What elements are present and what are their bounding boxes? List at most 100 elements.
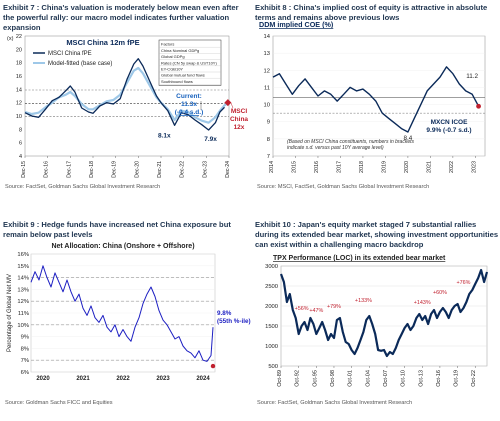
series-line-coe xyxy=(272,66,480,133)
y-tick-label: 12 xyxy=(264,68,270,74)
exhibit-title: Exhibit 10 : Japan's equity market stage… xyxy=(255,220,499,249)
x-tick-label: Oct-10 xyxy=(401,370,407,387)
rally-label: +76% xyxy=(456,280,470,286)
factors-item: China Nominal GDPg xyxy=(161,48,199,53)
annotation-current-pct: (55th %-ile) xyxy=(217,318,251,325)
y-tick-label: 1000 xyxy=(265,344,278,350)
y-tick-label: 20 xyxy=(16,47,22,53)
y-tick-label: 13 xyxy=(264,51,270,57)
x-tick-label: Oct-07 xyxy=(383,370,389,387)
y-tick-label: 16 xyxy=(16,74,22,80)
annotation-low-2: 7.9x xyxy=(204,136,217,143)
x-tick-label: Oct-89 xyxy=(277,370,283,387)
factors-item: Southbound flows xyxy=(161,79,193,84)
y-tick-label: 13% xyxy=(17,287,29,293)
x-tick-label: 2022 xyxy=(449,161,455,173)
x-tick-label: Oct-13 xyxy=(418,370,424,387)
current-marker xyxy=(210,363,216,369)
factors-box xyxy=(158,39,222,86)
chart-title: MSCI China 12m fPE xyxy=(66,38,139,47)
y-axis-label: (x) xyxy=(7,36,14,42)
y-tick-label: 7% xyxy=(21,358,29,364)
exhibit-title: Exhibit 9 : Hedge funds have increased n… xyxy=(3,220,231,239)
y-tick-label: 12 xyxy=(16,101,22,107)
x-tick-label: Dec-16 xyxy=(44,161,50,178)
y-tick-label: 14 xyxy=(264,34,271,40)
y-tick-label: 1500 xyxy=(265,324,278,330)
x-tick-label: 2017 xyxy=(336,161,342,173)
rally-label: +79% xyxy=(327,304,341,310)
x-tick-label: Oct-01 xyxy=(348,370,354,387)
factors-item: EY-CGB10Y xyxy=(161,67,183,72)
chart-source: Source: Goldman Sachs FICC and Equities xyxy=(5,400,113,406)
annotation-current-value: 9.9% (-0.7 s.d.) xyxy=(426,127,471,134)
annotation-current-label: MXCN ICOE xyxy=(431,119,469,126)
y-tick-label: 9 xyxy=(267,120,270,126)
x-tick-label: 2022 xyxy=(116,376,130,382)
x-tick-label: Oct-16 xyxy=(436,370,442,387)
plot-area xyxy=(272,35,486,157)
factors-item: Global GDPg xyxy=(161,54,185,59)
rally-label: +133% xyxy=(355,298,372,304)
exhibit-9-panel: Exhibit 9 : Hedge funds have increased n… xyxy=(3,220,249,240)
y-tick-label: 11 xyxy=(264,85,270,91)
x-tick-label: Oct-92 xyxy=(295,370,301,387)
y-tick-label: 6 xyxy=(19,141,22,147)
exhibit-7-panel: Exhibit 7 : China's valuation is moderat… xyxy=(3,3,249,33)
x-tick-label: Dec-20 xyxy=(134,161,140,178)
x-tick-label: Dec-22 xyxy=(180,161,186,178)
annotation-current-value: 11.3x xyxy=(181,101,197,108)
annotation-low: 8.4 xyxy=(404,135,413,142)
exhibit-8-chart: 7 8 9 10 11 12 13 14 2014 2015 2016 2017 2018 2019 202… xyxy=(259,20,486,173)
x-tick-label: Dec-23 xyxy=(202,161,208,178)
target-label: MSCI xyxy=(231,108,247,115)
factors-item: Rates (CN 5y swap & UST10Y) xyxy=(161,60,217,65)
x-tick-label: 2024 xyxy=(196,376,210,382)
exhibit-8-panel: Exhibit 8 : China's implied cost of equi… xyxy=(255,3,500,23)
exhibit-10-panel: Exhibit 10 : Japan's equity market stage… xyxy=(255,220,499,250)
x-tick-label: 2018 xyxy=(359,161,365,173)
chart-source: Source: FactSet, Goldman Sachs Global In… xyxy=(5,184,161,190)
y-tick-label: 500 xyxy=(268,364,278,370)
chart-title: Net Allocation: China (Onshore + Offshor… xyxy=(51,243,194,250)
x-tick-label: 2020 xyxy=(36,376,50,382)
rally-label: +47% xyxy=(309,308,323,314)
target-marker xyxy=(224,99,232,107)
exhibit-title: Exhibit 8 : China's implied cost of equi… xyxy=(255,3,488,22)
x-tick-label: 2019 xyxy=(381,161,387,173)
y-tick-label: 11% xyxy=(18,311,29,317)
y-tick-label: 8% xyxy=(21,346,29,352)
y-tick-label: 14% xyxy=(17,276,29,282)
factors-item: Factors xyxy=(161,42,174,47)
x-tick-label: Oct-22 xyxy=(471,370,477,387)
x-tick-label: 2014 xyxy=(269,161,275,173)
y-tick-label: 14 xyxy=(16,87,22,93)
exhibit-title: Exhibit 7 : China's valuation is moderat… xyxy=(3,3,239,32)
y-tick-label: 22 xyxy=(16,34,22,40)
target-label: China xyxy=(230,116,248,123)
x-tick-label: Oct-95 xyxy=(312,370,318,387)
y-tick-label: 15% xyxy=(17,264,29,270)
x-tick-label: 2016 xyxy=(314,161,320,173)
exhibit-7-chart: (x) 4 6 8 10 12 14 16 18 20 22 Dec-15 Dec-16 Dec-17 De… xyxy=(7,34,248,178)
x-tick-label: 2023 xyxy=(471,161,477,173)
target-label: 12x xyxy=(234,124,245,131)
current-marker xyxy=(476,103,481,109)
target-pointer xyxy=(230,102,234,109)
factors-item: Global mutual fund flows xyxy=(161,73,205,78)
y-tick-label: 10 xyxy=(264,103,270,109)
legend-label: MSCI China fPE xyxy=(48,51,92,57)
x-tick-label: Oct-19 xyxy=(454,370,460,387)
x-tick-label: 2023 xyxy=(156,376,170,382)
annotation-current: Current: xyxy=(176,93,202,100)
y-axis-label: Percentage of Global Net MV xyxy=(7,274,13,352)
y-tick-label: 7 xyxy=(267,154,270,160)
exhibit-9-chart: 6% 7% 8% 9% 10% 11% 12% 13% 14% 15% 16% 2020 2021 202… xyxy=(7,243,251,382)
series-line-model xyxy=(24,66,230,124)
series-line-fpe xyxy=(24,58,225,131)
chart-source: Source: FactSet, Goldman Sachs Global In… xyxy=(257,400,413,406)
x-tick-label: Dec-19 xyxy=(112,161,118,178)
y-tick-label: 6% xyxy=(21,370,29,376)
x-tick-label: Dec-24 xyxy=(225,161,231,178)
y-tick-label: 2000 xyxy=(265,304,278,310)
